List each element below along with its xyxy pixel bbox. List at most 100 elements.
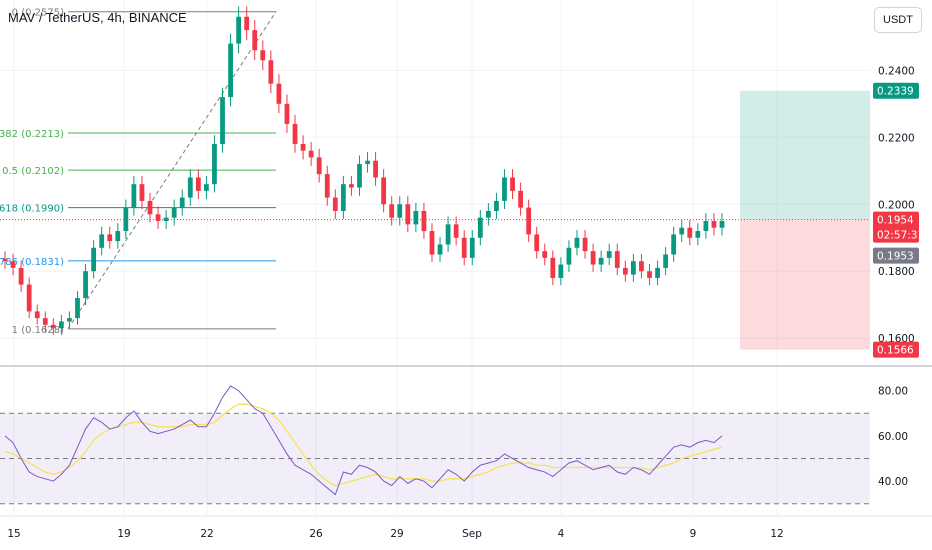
candle <box>34 311 40 319</box>
candle <box>2 258 8 262</box>
candle <box>510 177 515 191</box>
candle <box>292 123 298 144</box>
fib-level-label: 786 (0.1831) <box>0 257 64 268</box>
candle <box>502 177 507 201</box>
grid <box>0 0 870 515</box>
currency-button[interactable]: USDT <box>874 7 922 33</box>
candle <box>421 210 427 232</box>
candle <box>526 207 532 235</box>
candle <box>365 160 370 165</box>
candle <box>566 247 572 265</box>
candle <box>518 190 523 208</box>
candle <box>50 324 56 329</box>
candle <box>590 251 596 265</box>
candle <box>622 267 628 275</box>
rsi-pane <box>0 385 870 505</box>
candle <box>212 143 217 185</box>
candle <box>300 143 306 151</box>
candle <box>147 200 153 215</box>
time-axis-label: 22 <box>200 528 213 540</box>
candle <box>542 251 548 258</box>
price-axis-label: 0.2400 <box>878 65 915 77</box>
candle <box>405 204 411 225</box>
price-axis-label: 0.1800 <box>878 266 915 278</box>
time-axis-label: Sep <box>462 528 482 540</box>
candle <box>429 231 435 255</box>
candle <box>276 83 282 104</box>
candle <box>67 318 72 322</box>
candle <box>244 16 250 31</box>
price-badge-text: 0.2339 <box>877 86 914 98</box>
candle <box>485 210 491 218</box>
candle <box>437 244 443 255</box>
candle <box>228 43 233 98</box>
candle <box>711 221 717 228</box>
candle <box>647 271 652 278</box>
candle <box>268 60 274 84</box>
candle <box>171 207 177 218</box>
rsi-axis-label: 80.00 <box>878 386 908 398</box>
price-badge-box <box>873 247 919 264</box>
fib-level-label: 618 (0.1990) <box>0 204 64 215</box>
candle <box>236 16 242 44</box>
price-badge-target: 0.2339 <box>873 82 919 99</box>
candle <box>582 237 588 252</box>
price-axis-label: 0.2200 <box>878 132 915 144</box>
candle <box>413 210 419 225</box>
candle <box>316 157 322 175</box>
loss-zone[interactable] <box>740 220 870 350</box>
candle <box>477 217 483 238</box>
candle <box>115 231 121 242</box>
price-badge-entry: 0.1953 <box>873 247 919 264</box>
fib-level-label: 382 (0.2213) <box>0 129 64 140</box>
candle <box>445 224 451 245</box>
fib-trendline <box>67 11 277 330</box>
candle <box>83 271 88 299</box>
rsi-axis-label: 60.00 <box>878 431 908 443</box>
time-axis-label: 26 <box>309 528 323 540</box>
candle <box>163 217 169 222</box>
time-axis-label: 29 <box>390 528 403 540</box>
fib-level-label: 0 (0.2575) <box>12 8 64 19</box>
candle <box>139 184 145 201</box>
candle <box>10 261 16 268</box>
candle <box>397 204 403 218</box>
price-badge-text: 0.1953 <box>877 251 914 263</box>
time-axis-label: 12 <box>770 528 783 540</box>
candle <box>687 227 693 238</box>
rsi-axis[interactable]: 80.00 60.00 40.00 <box>878 386 908 488</box>
candle <box>663 254 668 268</box>
candle <box>534 234 540 252</box>
candle <box>308 150 314 158</box>
price-badge-stop: 0.1566 <box>873 341 919 358</box>
candle <box>324 174 330 198</box>
price-badge-box <box>873 341 919 358</box>
candle <box>260 50 266 61</box>
candle <box>655 267 660 278</box>
profit-zone[interactable] <box>740 90 870 221</box>
candle <box>187 177 193 198</box>
candle <box>59 321 64 329</box>
candle <box>606 251 612 258</box>
price-badge-box <box>873 82 919 99</box>
candle <box>373 160 378 178</box>
candle <box>75 298 80 319</box>
candle <box>252 30 258 51</box>
candle <box>340 184 346 211</box>
candle <box>558 264 564 278</box>
candle <box>26 284 32 312</box>
candle <box>598 257 604 265</box>
fib-retracement[interactable]: 0 (0.2575) 382 (0.2213) 0.5 (0.2102) 618 (0… <box>0 8 277 336</box>
candle <box>91 247 97 272</box>
candle <box>220 97 225 144</box>
time-axis[interactable]: 15 19 22 26 29 Sep 4 9 12 <box>0 515 932 540</box>
candle <box>550 257 556 278</box>
candle <box>18 267 24 285</box>
candle <box>703 221 709 232</box>
time-axis-label: 4 <box>558 528 565 540</box>
candle <box>461 237 467 258</box>
price-badge-last: 0.1954 02:57:31 <box>873 211 924 243</box>
candle <box>453 224 459 238</box>
